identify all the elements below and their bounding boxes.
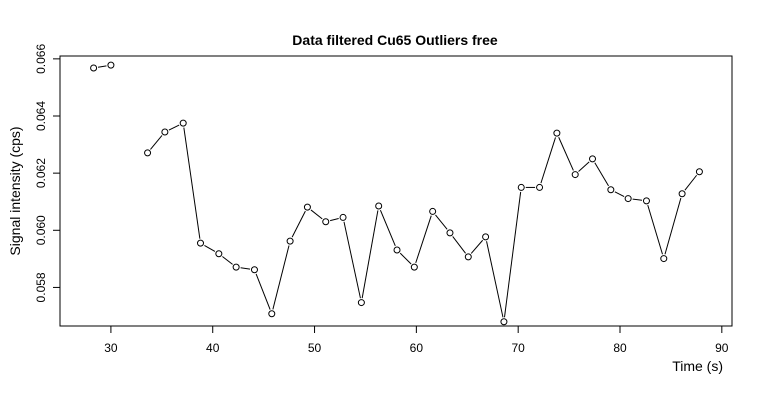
data-point: [553, 129, 561, 137]
line-segment: [684, 174, 698, 191]
data-point: [464, 253, 472, 261]
line-segment: [578, 161, 590, 172]
x-tick-label: 50: [308, 341, 322, 355]
line-segment: [222, 256, 233, 265]
line-segment: [470, 239, 484, 254]
line-segment: [452, 236, 466, 254]
x-tick-label: 90: [715, 341, 729, 355]
line-segment: [343, 221, 361, 299]
x-tick-label: 60: [410, 341, 424, 355]
data-point: [589, 155, 597, 163]
line-segment: [240, 267, 251, 270]
y-tick-label: 0.060: [34, 215, 48, 245]
line-segment: [272, 245, 290, 310]
x-axis: 30 40 50 60 70 80 90: [104, 326, 729, 355]
x-axis-label: Time (s): [672, 358, 723, 374]
data-point: [517, 183, 525, 191]
line-segment: [204, 244, 216, 252]
data-point: [107, 61, 115, 69]
line-segment: [558, 137, 574, 171]
line-segment: [361, 210, 379, 299]
data-point: [179, 119, 187, 127]
line-segment: [594, 162, 609, 187]
data-point: [695, 168, 703, 176]
x-tick-label: 40: [206, 341, 220, 355]
y-tick-label: 0.064: [34, 101, 48, 131]
line-segment: [504, 191, 522, 318]
chart-title: Data filtered Cu65 Outliers free: [292, 32, 498, 48]
data-point: [482, 233, 490, 241]
data-point: [536, 183, 544, 191]
data-point: [250, 266, 258, 274]
line-segment: [632, 198, 643, 201]
data-point: [500, 318, 508, 326]
data-point: [144, 149, 152, 157]
data-point: [607, 186, 615, 194]
data-point: [268, 310, 276, 318]
data-point: [660, 255, 668, 263]
line-segment: [291, 210, 306, 238]
data-point: [393, 246, 401, 254]
data-point: [303, 203, 311, 211]
x-tick-label: 80: [613, 341, 627, 355]
line-segment: [614, 191, 625, 197]
line-segment: [329, 218, 339, 222]
line-segment: [415, 215, 432, 264]
data-point: [429, 207, 437, 215]
data-series: [90, 61, 703, 326]
y-axis-label: Signal intensity (cps): [7, 126, 23, 255]
line-segment: [255, 273, 271, 310]
line-segment: [540, 137, 556, 184]
data-point: [357, 299, 365, 307]
y-tick-label: 0.062: [34, 158, 48, 188]
line-segment: [150, 135, 163, 150]
x-tick-label: 70: [512, 341, 526, 355]
line-segment: [310, 209, 323, 220]
line-segment: [183, 127, 201, 239]
data-point: [90, 64, 98, 72]
line-segment: [435, 214, 448, 230]
data-point: [410, 263, 418, 271]
data-point: [161, 128, 169, 136]
line-segment: [168, 124, 180, 131]
line-segment: [647, 205, 663, 255]
line-segment: [97, 65, 107, 68]
y-tick-label: 0.066: [34, 44, 48, 74]
plot-frame: [59, 55, 733, 327]
y-tick-label: 0.058: [34, 272, 48, 302]
line-segment: [486, 241, 504, 318]
data-point: [232, 263, 240, 271]
data-point: [286, 237, 294, 245]
x-tick-label: 30: [104, 341, 118, 355]
data-point: [197, 239, 205, 247]
data-point: [446, 229, 454, 237]
line-segment: [664, 197, 682, 255]
line-segment: [379, 209, 396, 247]
line-segment: [399, 252, 412, 265]
y-axis: 0.058 0.060 0.062 0.064 0.066: [34, 44, 60, 302]
data-point: [339, 213, 347, 221]
data-point: [624, 195, 632, 203]
data-point: [571, 171, 579, 179]
data-point: [322, 218, 330, 226]
data-point: [678, 190, 686, 198]
data-point: [375, 202, 383, 210]
data-point: [642, 197, 650, 205]
data-point: [215, 250, 223, 258]
